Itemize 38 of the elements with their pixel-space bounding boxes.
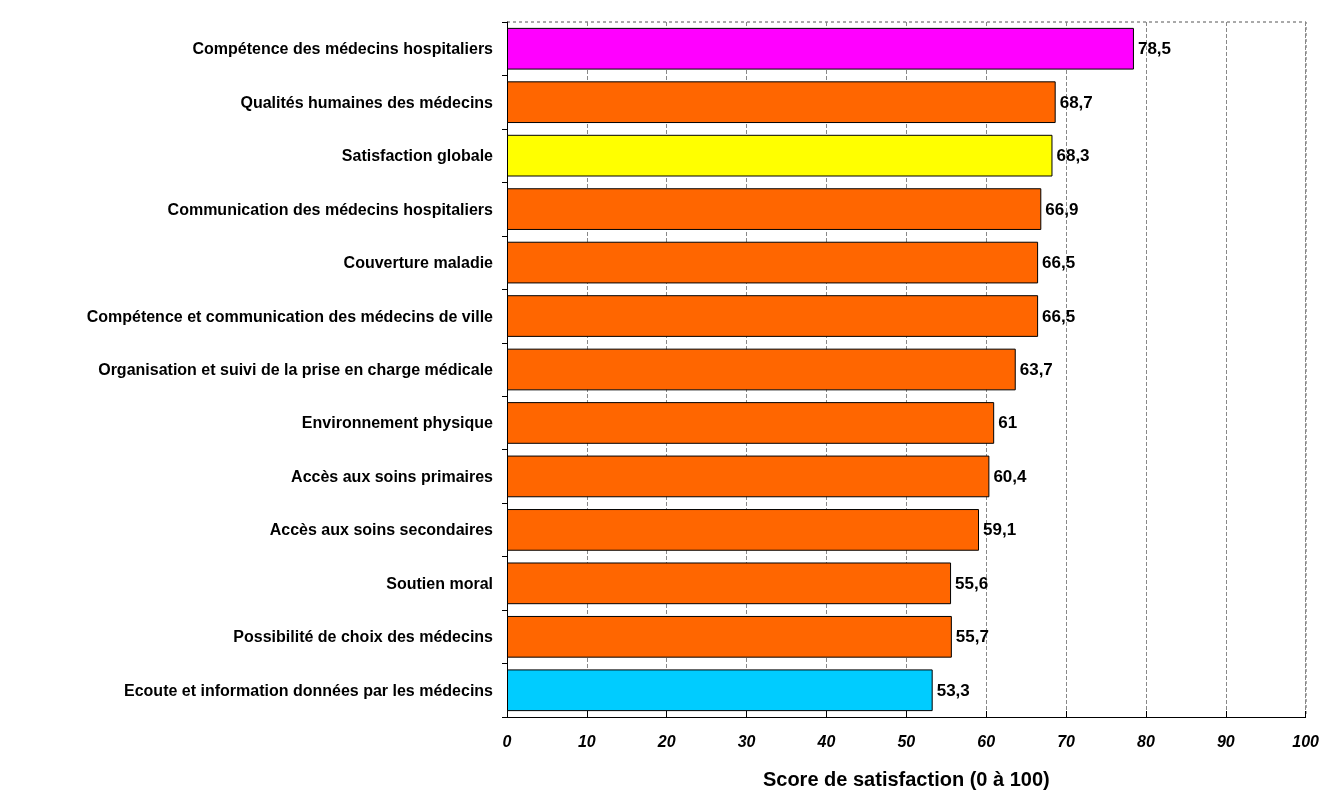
x-tick-label: 70: [1057, 732, 1076, 750]
x-tick-label: 10: [577, 732, 596, 750]
y-tick-label: Accès aux soins secondaires: [269, 521, 494, 539]
data-label: 66,5: [1042, 306, 1076, 326]
x-tick-label: 80: [1137, 732, 1155, 750]
x-tick-label: 60: [977, 732, 996, 750]
data-label: 60,4: [993, 466, 1028, 486]
data-label: 61: [998, 413, 1018, 433]
y-tick-label: Couverture maladie: [343, 254, 494, 272]
y-tick-label: Accès aux soins primaires: [291, 467, 494, 485]
y-tick-label: Organisation et suivi de la prise en charge médicale: [98, 361, 494, 378]
data-label: 53,3: [936, 680, 970, 700]
y-tick-label: Communication des médecins hospitaliers: [167, 200, 494, 218]
x-tick-label: 30: [737, 732, 756, 750]
x-axis-title: Score de satisfaction (0 à 100): [762, 768, 1050, 790]
x-tick-label: 20: [656, 732, 676, 750]
data-label: 55,6: [955, 573, 989, 593]
y-tick-label: Qualités humaines des médecins: [240, 93, 494, 111]
data-label: 68,3: [1056, 146, 1090, 166]
x-tick-label: 100: [1292, 732, 1320, 750]
y-tick-label: Soutien moral: [386, 574, 493, 592]
y-tick-label: Ecoute et information données par les médecins: [124, 681, 494, 699]
data-label: 78,5: [1137, 39, 1172, 59]
data-label: 66,5: [1042, 253, 1076, 273]
data-label: 59,1: [983, 520, 1017, 540]
x-tick-label: 50: [897, 732, 916, 750]
data-label: 68,7: [1059, 92, 1093, 112]
y-tick-label: Satisfaction globale: [341, 147, 494, 165]
y-tick-label: Possibilité de choix des médecins: [233, 628, 494, 646]
x-tick-label: 90: [1216, 732, 1235, 750]
data-label: 66,9: [1045, 199, 1079, 219]
x-tick-label: 40: [816, 732, 836, 750]
x-tick-label: 0: [502, 732, 512, 750]
y-tick-label: Environnement physique: [301, 414, 494, 432]
data-label: 63,7: [1019, 360, 1053, 379]
y-tick-label: Compétence et communication des médecins de ville: [86, 307, 494, 325]
y-tick-label: Compétence des médecins hospitaliers: [192, 40, 494, 58]
data-label: 55,7: [955, 627, 989, 647]
